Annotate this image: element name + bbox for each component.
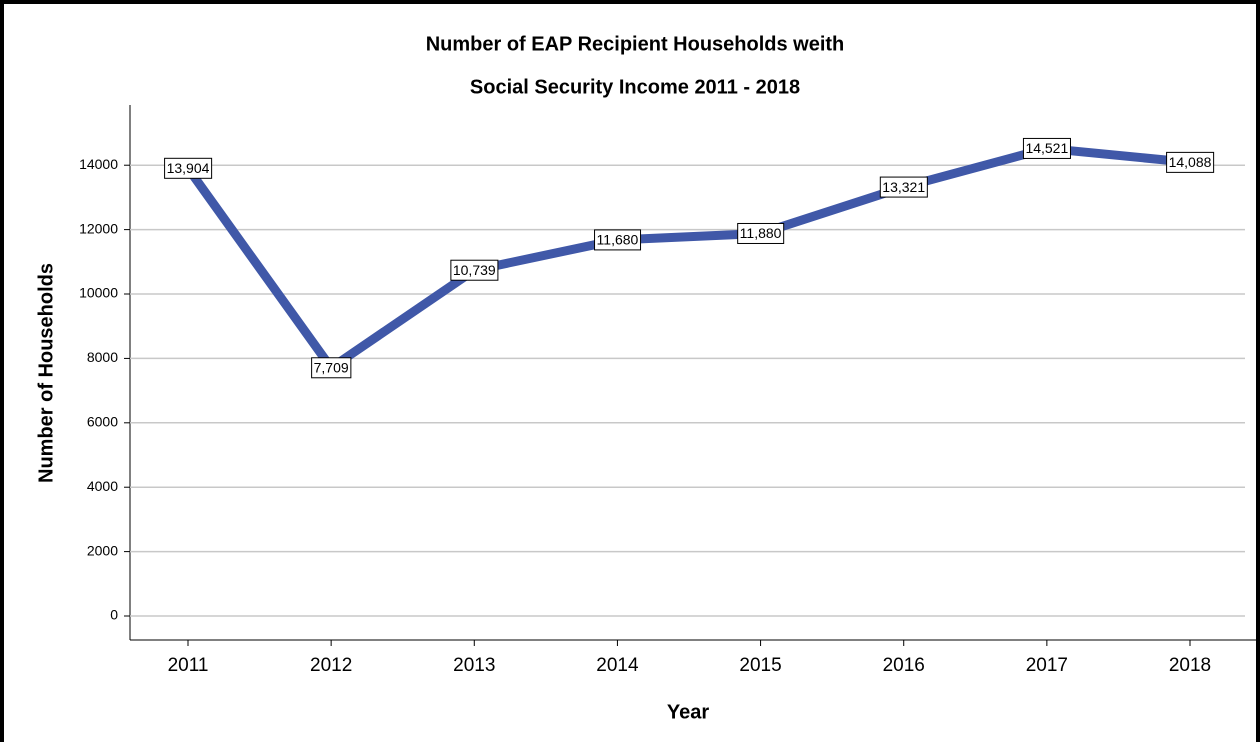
- value-label: 10,739: [453, 262, 496, 278]
- x-tick-label: 2015: [739, 655, 781, 676]
- value-label-box: [594, 229, 642, 251]
- value-label: 13,321: [882, 179, 925, 195]
- value-label-box: [879, 176, 928, 198]
- x-tick-label: 2013: [453, 655, 495, 676]
- x-tick-label: 2017: [1026, 655, 1068, 676]
- value-label: 13,904: [167, 160, 210, 176]
- value-label: 11,880: [740, 225, 782, 241]
- x-tick-label: 2016: [883, 655, 925, 676]
- value-label-box: [737, 222, 785, 244]
- y-tick-label: 10000: [79, 285, 118, 301]
- y-tick-label: 14000: [79, 156, 118, 172]
- value-label-box: [164, 157, 213, 179]
- y-tick-label: 4000: [87, 478, 118, 494]
- x-axis-title: Year: [667, 701, 709, 723]
- y-tick-label: 6000: [87, 414, 118, 430]
- y-tick-label: 12000: [79, 220, 118, 236]
- value-label: 14,088: [1169, 154, 1212, 170]
- x-tick-label: 2011: [168, 655, 209, 676]
- x-tick-label: 2018: [1169, 655, 1211, 676]
- y-tick-label: 0: [110, 607, 118, 623]
- x-tick-label: 2012: [310, 655, 352, 676]
- value-label: 7,709: [314, 359, 349, 375]
- x-tick-label: 2014: [596, 655, 639, 676]
- value-label-box: [311, 357, 352, 379]
- chart-title: Number of EAP Recipient Households weith: [426, 33, 845, 55]
- y-tick-label: 2000: [87, 542, 118, 558]
- value-label-box: [1166, 151, 1215, 173]
- value-label-box: [1022, 137, 1071, 159]
- chart-title: Social Security Income 2011 - 2018: [470, 76, 800, 98]
- line: [184, 143, 1191, 373]
- y-axis-title: Number of Households: [35, 263, 57, 483]
- value-label: 11,680: [597, 232, 639, 248]
- y-tick-label: 8000: [87, 349, 118, 365]
- value-label: 14,521: [1025, 140, 1068, 156]
- value-label-box: [450, 259, 499, 281]
